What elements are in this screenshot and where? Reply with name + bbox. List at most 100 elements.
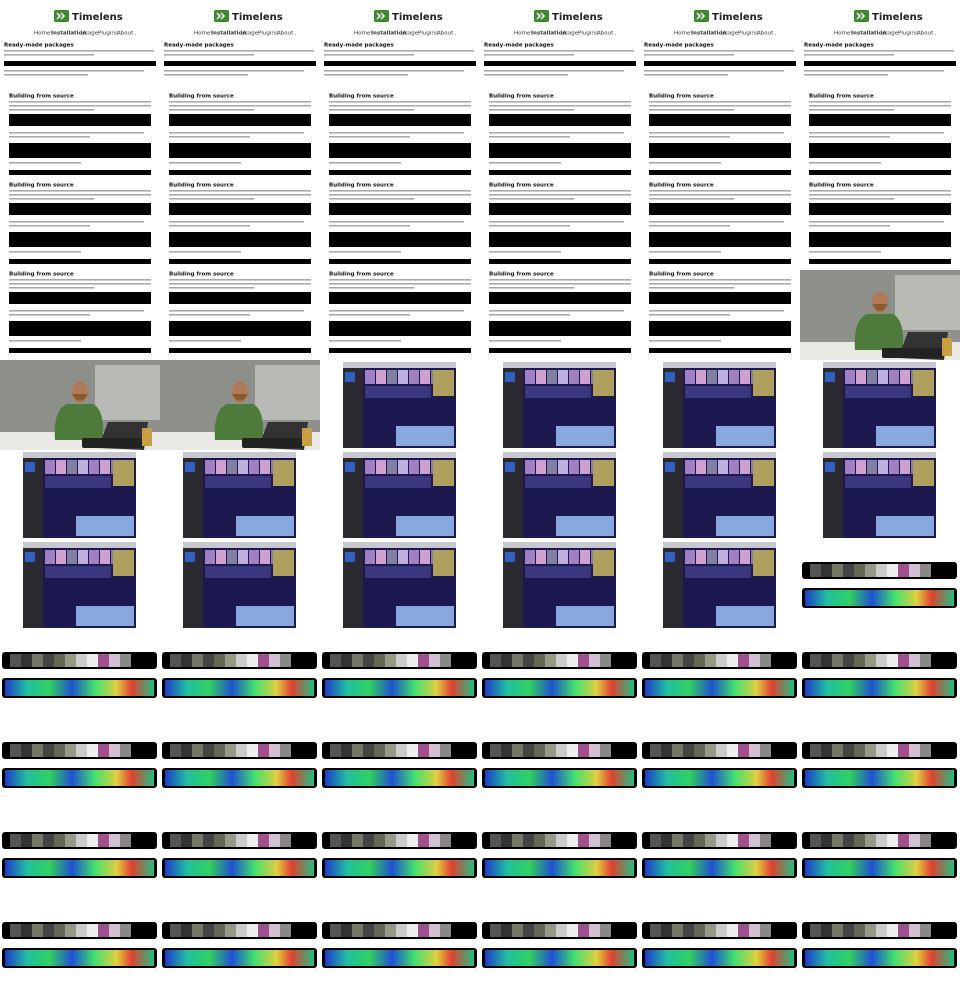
nav-link: Usage [721, 31, 739, 37]
timeline-segment [87, 744, 98, 757]
timeline-segment [280, 924, 291, 937]
nav-link: Usage [81, 31, 99, 37]
text-line [489, 279, 631, 281]
text-line [169, 194, 311, 196]
text-line [329, 221, 464, 223]
thumb [696, 460, 706, 474]
app-grid [45, 566, 111, 578]
timeline-segment [225, 834, 236, 847]
timeline-segment [523, 924, 534, 937]
logo-chevrons [376, 12, 386, 20]
text-line [9, 279, 151, 281]
heading: Building from source [329, 183, 394, 189]
timeline-segment [418, 654, 429, 667]
app-logo [345, 462, 355, 472]
code-block [644, 61, 796, 66]
timeline-segment [429, 744, 440, 757]
app-toolbar [663, 452, 776, 458]
code-block [9, 321, 151, 336]
spectrogram-fill [5, 950, 154, 966]
thumb [376, 370, 386, 384]
timeline-segment [501, 834, 512, 847]
thumb [547, 550, 557, 564]
timeline-segment [363, 654, 374, 667]
thumb [525, 460, 535, 474]
text-line [4, 50, 154, 52]
app-toolbar [23, 542, 136, 548]
thumb [889, 370, 899, 384]
heading: Building from source [489, 183, 554, 189]
text-line [329, 279, 471, 281]
text-line [489, 105, 631, 107]
timeline-segment [694, 654, 705, 667]
text-line [809, 136, 890, 138]
timeline-segment [269, 654, 280, 667]
code-block [9, 259, 151, 264]
timeline-segment [490, 744, 501, 757]
logo-chevrons [696, 12, 706, 20]
timeline-segment [32, 744, 43, 757]
app-grid [365, 566, 431, 578]
text-line [804, 74, 888, 76]
timeline-segment [749, 654, 760, 667]
timeline-segment [534, 744, 545, 757]
thumb [409, 550, 419, 564]
app-panel [433, 550, 454, 576]
code-block [329, 170, 471, 175]
timeline-segment [76, 834, 87, 847]
timeline-segment [120, 924, 131, 937]
timeline-segment [225, 654, 236, 667]
timeline-segment [258, 654, 269, 667]
thumb [100, 460, 110, 474]
heading: Building from source [649, 272, 714, 278]
nav-link: Usage [241, 31, 259, 37]
code-block [329, 292, 471, 304]
timeline-segment [810, 924, 821, 937]
nav-link: About [277, 31, 294, 37]
timeline-segment [247, 744, 258, 757]
logo-icon [534, 10, 549, 22]
text-line [9, 109, 95, 111]
app-logo [25, 462, 35, 472]
spectrogram-fill [805, 680, 954, 696]
heading: Building from source [649, 183, 714, 189]
nav-link: About [437, 31, 454, 37]
code-block [809, 203, 951, 215]
spectrogram-fill [5, 770, 154, 786]
thumb [420, 460, 430, 474]
timeline-segment [854, 924, 865, 937]
code-block [489, 203, 631, 215]
timeline-segment [578, 924, 589, 937]
app-toolbar [183, 542, 296, 548]
spectrogram-fill [485, 860, 634, 876]
text-line [169, 109, 255, 111]
timeline-segment [865, 924, 876, 937]
timeline-segment [203, 834, 214, 847]
nav-link: Home [194, 31, 211, 37]
timeline-segment [727, 654, 738, 667]
timeline-segment [545, 744, 556, 757]
text-line [804, 70, 944, 72]
nav-link: Home [34, 31, 51, 37]
timeline-segment [418, 744, 429, 757]
app-grid [685, 386, 751, 398]
timeline-segment [843, 924, 854, 937]
app-grid [205, 566, 271, 578]
brand: Timelens [392, 12, 443, 23]
code-block [649, 143, 791, 158]
timeline-segment [236, 834, 247, 847]
thumb [740, 460, 750, 474]
timeline-segment [385, 654, 396, 667]
logo-icon [214, 10, 229, 22]
text-line [169, 101, 311, 103]
spectrogram-fill [485, 950, 634, 966]
text-line [329, 132, 464, 134]
timeline-segment [578, 744, 589, 757]
timeline-segment [363, 744, 374, 757]
nav-link: Plugins [418, 31, 438, 37]
app-panel [433, 370, 454, 396]
thumb [845, 460, 855, 474]
timeline-segment [865, 654, 876, 667]
timeline-segment [87, 834, 98, 847]
app-sidebar [343, 368, 363, 448]
